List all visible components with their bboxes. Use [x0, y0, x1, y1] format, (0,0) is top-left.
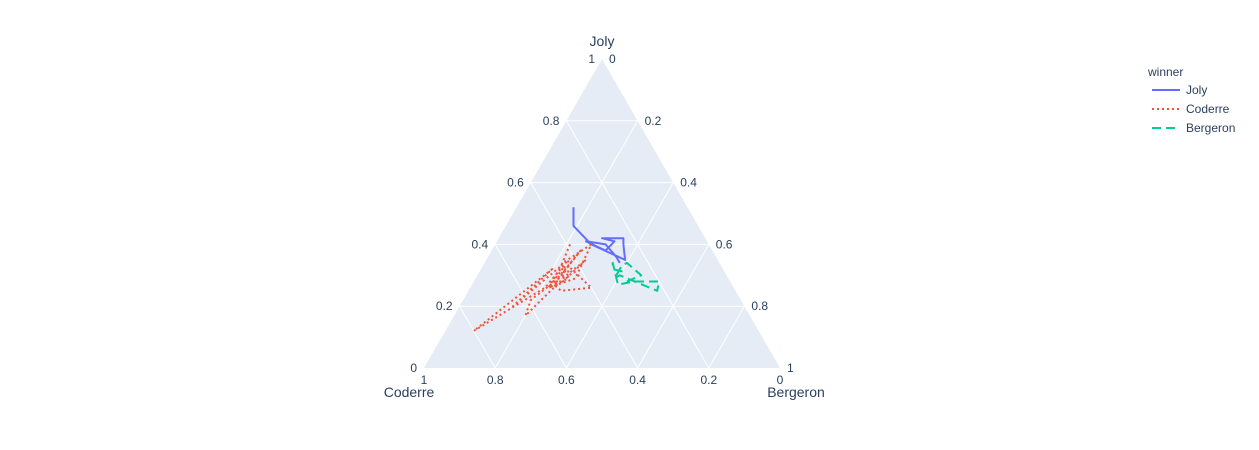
- axis-a-tick-label: 0.4: [472, 237, 489, 251]
- axis-c-tick-label: 0.4: [680, 176, 697, 190]
- axis-c-tick-label: 0.2: [645, 114, 662, 128]
- axis-b-tick-label: 0.8: [487, 373, 504, 387]
- gridline-b: [459, 305, 496, 369]
- axis-c-tick-label: 1: [787, 361, 794, 375]
- axis-a-tick-label: 1: [588, 52, 595, 66]
- legend-label-bergeron: Bergeron: [1186, 121, 1235, 135]
- axis-c-tick-label: 0.8: [751, 299, 768, 313]
- axis-a-title: Joly: [590, 33, 615, 49]
- gridline-c: [637, 244, 710, 369]
- ternary-plot-area: [424, 59, 780, 368]
- axis-a-tick-label: 0.8: [543, 114, 560, 128]
- gridline-b: [530, 182, 639, 369]
- axis-b-ticks: 1 0.8 0.6 0.4 0.2 0: [421, 373, 784, 387]
- series-layer: [472, 207, 660, 332]
- axis-b-tick-label: 0: [777, 373, 784, 387]
- axis-a-tick-label: 0: [410, 361, 417, 375]
- legend-title: winner: [1147, 65, 1183, 79]
- axis-c-tick-label: 0.6: [716, 237, 733, 251]
- gridline-c: [708, 305, 745, 369]
- axis-a-ticks: 1 0.8 0.6 0.4 0.2 0: [410, 52, 595, 375]
- axis-b-tick-label: 0.6: [558, 373, 575, 387]
- axis-b-tick-label: 1: [421, 373, 428, 387]
- axis-a-tick-label: 0.2: [436, 299, 453, 313]
- axis-b-tick-label: 0.2: [700, 373, 717, 387]
- axis-a-tick-label: 0.6: [507, 176, 524, 190]
- axis-c-title: Bergeron: [767, 384, 825, 400]
- axis-b-tick-label: 0.4: [629, 373, 646, 387]
- gridline-b: [494, 244, 567, 369]
- series-line-joly: [572, 207, 627, 264]
- axis-c-tick-label: 0: [609, 52, 616, 66]
- axis-b-title: Coderre: [384, 384, 435, 400]
- series-line-bergeron: [611, 261, 660, 292]
- legend-label-joly: Joly: [1186, 83, 1207, 97]
- legend-label-coderre: Coderre: [1186, 102, 1230, 116]
- legend: winner Joly Coderre Bergeron: [1147, 65, 1235, 135]
- axis-c-ticks: 1 0.8 0.6 0.4 0.2 0: [609, 52, 794, 375]
